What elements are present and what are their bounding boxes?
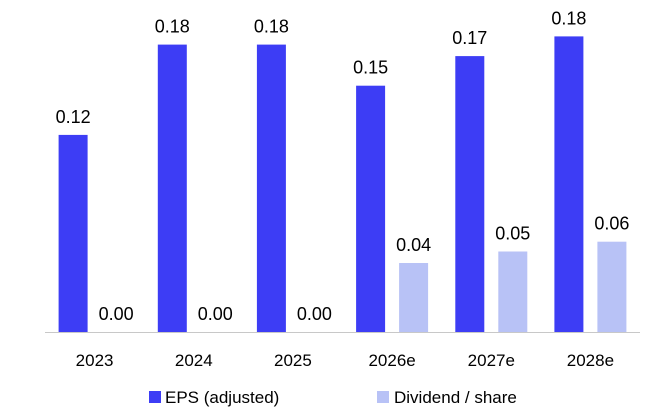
data-label-eps-2027e: 0.17 bbox=[452, 28, 487, 48]
data-labels-layer: 0.12 0.00 0.18 0.00 0.18 0.00 0.15 0.04 0.17 0.05… bbox=[56, 8, 630, 324]
x-tick-label-2025: 2025 bbox=[274, 351, 312, 370]
x-tick-label-2026e: 2026e bbox=[368, 351, 415, 370]
legend-swatch-eps bbox=[149, 391, 161, 403]
legend-label-dividend: Dividend / share bbox=[394, 388, 517, 407]
bar-eps-2025 bbox=[256, 44, 286, 332]
data-label-eps-2028e: 0.18 bbox=[551, 8, 586, 28]
data-label-dividend-2026e: 0.04 bbox=[396, 235, 431, 255]
bar-eps-2027e bbox=[455, 56, 485, 332]
bar-dividend-2026e bbox=[399, 263, 429, 332]
x-tick-label-2023: 2023 bbox=[76, 351, 114, 370]
x-tick-label-2028e: 2028e bbox=[567, 351, 614, 370]
bar-eps-2026e bbox=[356, 85, 386, 332]
bar-eps-2023 bbox=[58, 134, 88, 332]
data-label-eps-2026e: 0.15 bbox=[353, 58, 388, 78]
bars-layer bbox=[58, 36, 627, 333]
legend: EPS (adjusted) Dividend / share bbox=[149, 388, 517, 407]
x-tick-label-2024: 2024 bbox=[175, 351, 213, 370]
x-tick-label-2027e: 2027e bbox=[468, 351, 515, 370]
data-label-dividend-2024: 0.00 bbox=[198, 304, 233, 324]
data-label-eps-2023: 0.12 bbox=[56, 107, 91, 127]
bar-eps-2024 bbox=[157, 44, 187, 332]
data-label-eps-2024: 0.18 bbox=[155, 17, 190, 37]
x-tick-labels-layer: 2023 2024 2025 2026e 2027e 2028e bbox=[76, 351, 614, 370]
data-label-dividend-2023: 0.00 bbox=[99, 304, 134, 324]
data-label-dividend-2027e: 0.05 bbox=[495, 224, 530, 244]
legend-swatch-dividend bbox=[377, 391, 389, 403]
legend-label-eps: EPS (adjusted) bbox=[165, 388, 279, 407]
data-label-dividend-2025: 0.00 bbox=[297, 304, 332, 324]
data-label-dividend-2028e: 0.06 bbox=[594, 214, 629, 234]
bar-dividend-2027e bbox=[498, 251, 528, 332]
bar-dividend-2028e bbox=[597, 241, 627, 332]
bar-eps-2028e bbox=[554, 36, 584, 333]
data-label-eps-2025: 0.18 bbox=[254, 17, 289, 37]
